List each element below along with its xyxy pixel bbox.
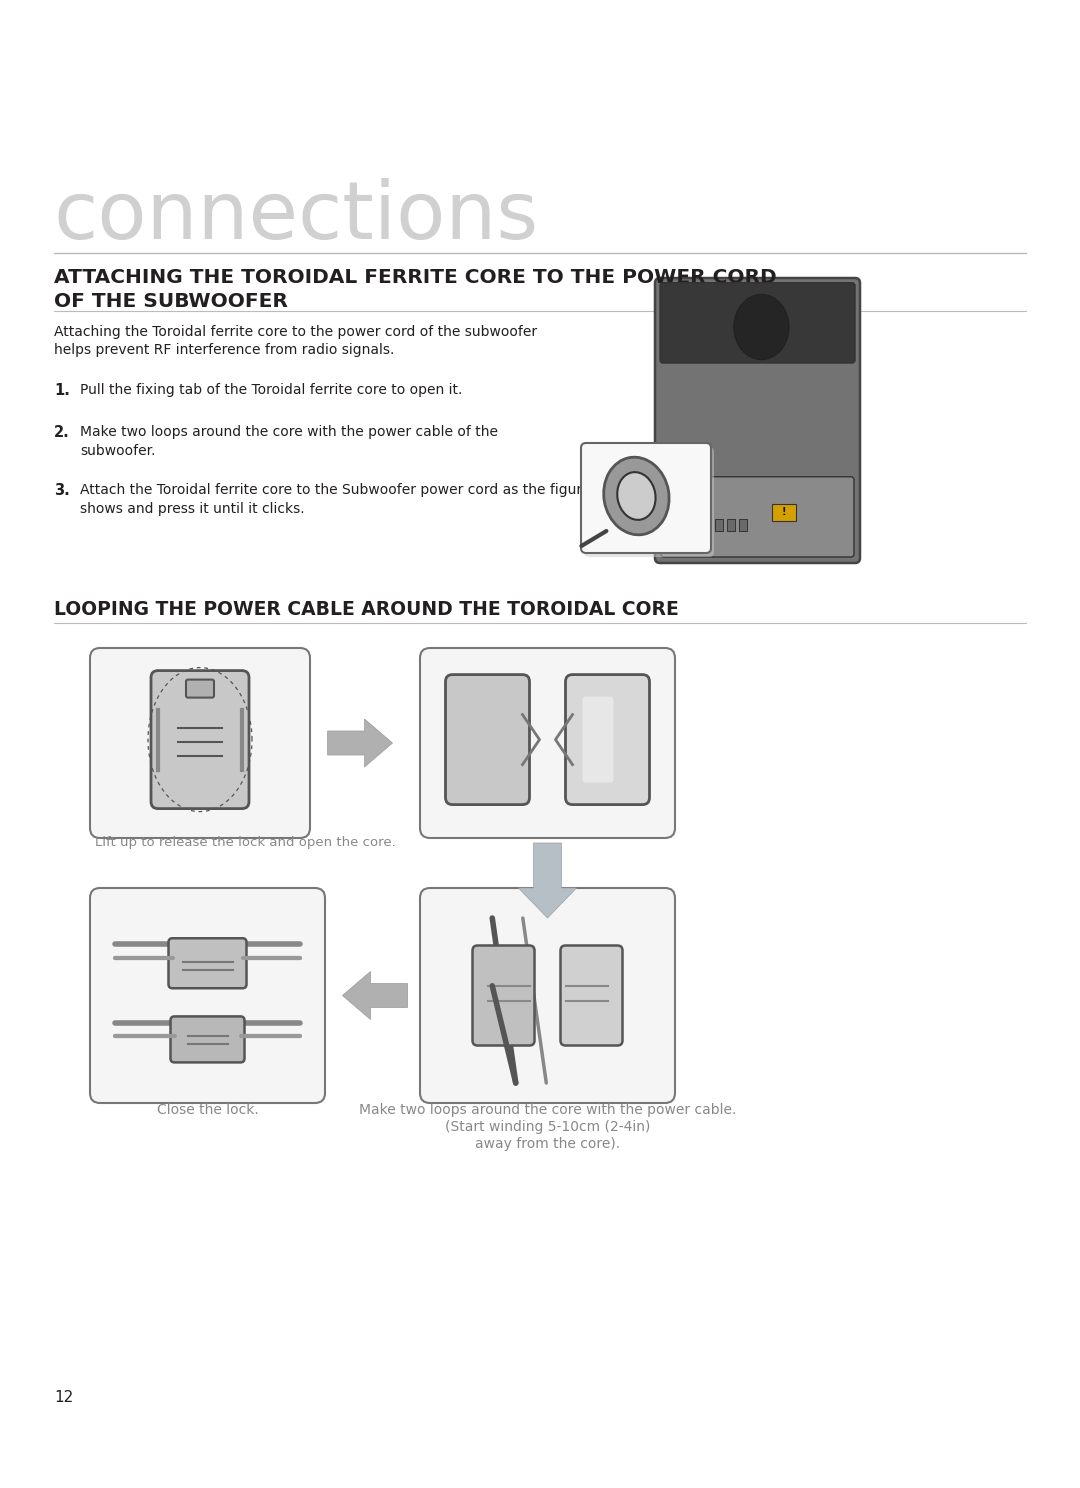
Text: (Start winding 5-10cm (2-4in): (Start winding 5-10cm (2-4in) (445, 1120, 650, 1134)
FancyBboxPatch shape (772, 503, 796, 521)
Text: LOOPING THE POWER CABLE AROUND THE TOROIDAL CORE: LOOPING THE POWER CABLE AROUND THE TOROI… (54, 600, 678, 619)
Text: ATTACHING THE TOROIDAL FERRITE CORE TO THE POWER CORD: ATTACHING THE TOROIDAL FERRITE CORE TO T… (54, 268, 777, 287)
Ellipse shape (604, 457, 670, 534)
Text: Attaching the Toroidal ferrite core to the power cord of the subwoofer: Attaching the Toroidal ferrite core to t… (54, 324, 537, 339)
FancyBboxPatch shape (90, 888, 325, 1103)
Text: subwoofer.: subwoofer. (80, 443, 156, 458)
FancyBboxPatch shape (660, 283, 855, 363)
FancyBboxPatch shape (561, 945, 622, 1046)
Text: shows and press it until it clicks.: shows and press it until it clicks. (80, 501, 305, 516)
Text: helps prevent RF interference from radio signals.: helps prevent RF interference from radio… (54, 344, 394, 357)
Polygon shape (327, 719, 392, 766)
FancyBboxPatch shape (446, 674, 529, 805)
FancyBboxPatch shape (473, 945, 535, 1046)
FancyBboxPatch shape (151, 671, 249, 808)
Text: 12: 12 (54, 1390, 73, 1405)
FancyBboxPatch shape (661, 476, 854, 557)
Text: away from the core).: away from the core). (475, 1137, 620, 1152)
Text: 1.: 1. (54, 382, 70, 397)
FancyBboxPatch shape (582, 696, 613, 783)
FancyBboxPatch shape (168, 939, 246, 988)
Text: 2.: 2. (54, 426, 70, 440)
Text: Make two loops around the core with the power cable of the: Make two loops around the core with the … (80, 426, 498, 439)
FancyBboxPatch shape (566, 674, 649, 805)
Ellipse shape (734, 295, 788, 360)
Text: !: ! (782, 507, 786, 516)
FancyBboxPatch shape (581, 443, 711, 554)
FancyBboxPatch shape (727, 518, 734, 531)
FancyBboxPatch shape (739, 518, 746, 531)
FancyBboxPatch shape (715, 518, 723, 531)
Text: Attach the Toroidal ferrite core to the Subwoofer power cord as the figure: Attach the Toroidal ferrite core to the … (80, 484, 591, 497)
Polygon shape (342, 972, 407, 1019)
Text: Make two loops around the core with the power cable.: Make two loops around the core with the … (359, 1103, 737, 1117)
Text: Pull the fixing tab of the Toroidal ferrite core to open it.: Pull the fixing tab of the Toroidal ferr… (80, 382, 462, 397)
FancyBboxPatch shape (90, 647, 310, 838)
FancyBboxPatch shape (584, 446, 714, 557)
Text: connections: connections (54, 179, 539, 256)
FancyBboxPatch shape (654, 278, 860, 562)
Text: 3.: 3. (54, 484, 70, 498)
Text: OF THE SUBWOOFER: OF THE SUBWOOFER (54, 292, 288, 311)
FancyBboxPatch shape (420, 647, 675, 838)
Text: Lift up to release the lock and open the core.: Lift up to release the lock and open the… (95, 836, 395, 850)
FancyBboxPatch shape (186, 680, 214, 698)
FancyBboxPatch shape (171, 1016, 244, 1062)
Text: Close the lock.: Close the lock. (157, 1103, 258, 1117)
FancyBboxPatch shape (420, 888, 675, 1103)
Ellipse shape (618, 472, 656, 519)
Polygon shape (518, 844, 577, 918)
